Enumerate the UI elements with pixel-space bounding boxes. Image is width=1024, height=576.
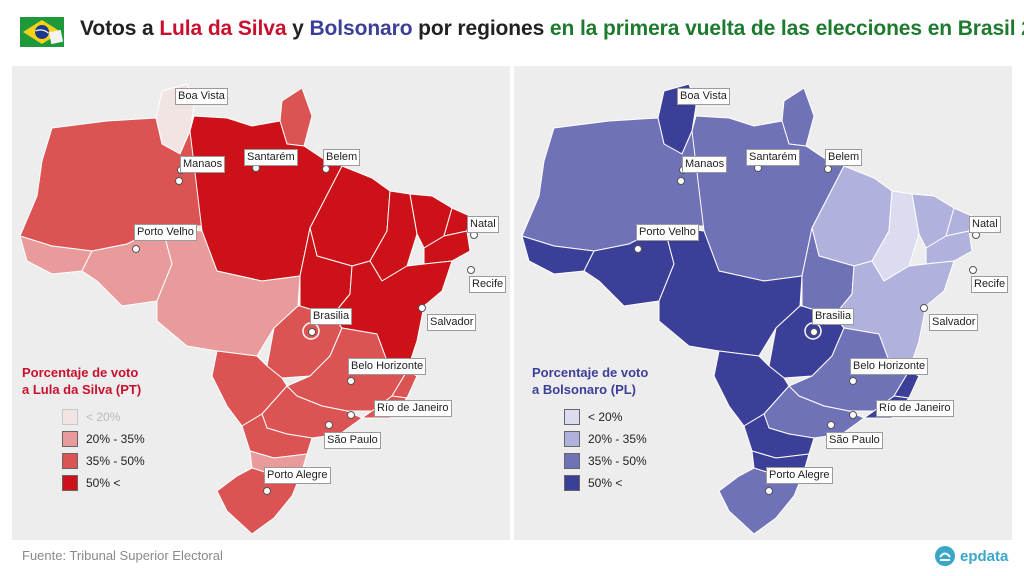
city-label-belo-horizonte: Belo Horizonte — [348, 358, 427, 375]
city-label-recife: Recife — [971, 276, 1009, 293]
city-label-brasilia: Brasilia — [310, 308, 353, 325]
brand-logo: epdata — [934, 544, 1008, 568]
legend-item-label: < 20% — [86, 410, 121, 424]
legend-item-label: 50% < — [588, 476, 623, 490]
legend-swatch — [564, 475, 580, 491]
city-dot — [418, 304, 426, 312]
legend-title-line1: Porcentaje de voto — [532, 365, 649, 380]
city-label-manaos: Manaos — [682, 156, 728, 173]
brazil-map-lula — [19, 83, 471, 535]
legend-swatch — [62, 475, 78, 491]
brazil-flag-icon — [20, 17, 64, 47]
city-dot — [969, 266, 977, 274]
city-dot — [827, 421, 835, 429]
city-label-salvador: Salvador — [427, 314, 477, 331]
city-label-porto-alegre: Porto Alegre — [766, 467, 833, 484]
legend-item-label: 20% - 35% — [86, 432, 145, 446]
city-label-brasilia: Brasilia — [812, 308, 855, 325]
city-label-belem: Belem — [323, 149, 361, 166]
legend-title-bolsonaro: Porcentaje de voto a Bolsonaro (PL) — [532, 364, 648, 398]
legend-item: 50% < — [62, 472, 145, 494]
city-label-salvador: Salvador — [929, 314, 979, 331]
legend-item-label: 35% - 50% — [86, 454, 145, 468]
legend-swatch — [62, 431, 78, 447]
city-label-sao-paulo: São Paulo — [826, 432, 883, 449]
city-label-porto-alegre: Porto Alegre — [264, 467, 331, 484]
city-dot — [132, 245, 140, 253]
city-dot — [634, 245, 642, 253]
city-label-natal: Natal — [467, 216, 499, 233]
city-label-belem: Belem — [825, 149, 863, 166]
legend-item: 20% - 35% — [62, 428, 145, 450]
legend-swatch — [62, 453, 78, 469]
legend-swatch — [564, 453, 580, 469]
city-label-manaos: Manaos — [180, 156, 226, 173]
city-label-boa-vista: Boa Vista — [175, 88, 228, 105]
legend-title-line2: a Lula da Silva (PT) — [22, 382, 142, 397]
legend-item: < 20% — [62, 406, 145, 428]
legend-item: < 20% — [564, 406, 648, 428]
region-mato-grosso — [658, 225, 803, 357]
source-note: Fuente: Tribunal Superior Electoral — [22, 548, 223, 563]
legend-lula: Porcentaje de voto a Lula da Silva (PT) … — [22, 364, 145, 494]
city-label-santarem: Santarém — [244, 149, 298, 166]
page-title: Votos a Lula da Silva y Bolsonaro por re… — [80, 17, 1024, 41]
legend-item: 20% - 35% — [564, 428, 648, 450]
city-label-belo-horizonte: Belo Horizonte — [850, 358, 929, 375]
city-dot — [765, 487, 773, 495]
legend-item: 35% - 50% — [564, 450, 648, 472]
legend-item-label: 50% < — [86, 476, 121, 490]
brazil-map-bolsonaro — [521, 83, 973, 535]
region-mato-grosso — [156, 225, 301, 357]
map-panel-lula: Boa Vista Manaos Santarém Belem Natal Po… — [12, 66, 510, 540]
legend-item: 35% - 50% — [62, 450, 145, 472]
epdata-logo-icon — [935, 546, 955, 566]
city-dot — [347, 377, 355, 385]
city-label-natal: Natal — [969, 216, 1001, 233]
legend-swatch — [62, 409, 78, 425]
title-bolsonaro: Bolsonaro — [309, 17, 413, 40]
legend-title-line1: Porcentaje de voto — [22, 365, 139, 380]
city-label-rio-de-janeiro: Río de Janeiro — [876, 400, 954, 417]
city-label-porto-velho: Porto Velho — [636, 224, 699, 241]
city-dot — [263, 487, 271, 495]
title-part-6: en la primera vuelta de las elecciones e… — [549, 17, 1024, 40]
legend-title-lula: Porcentaje de voto a Lula da Silva (PT) — [22, 364, 145, 398]
city-dot — [308, 328, 316, 336]
brand-name: epdata — [960, 547, 1009, 565]
city-label-porto-velho: Porto Velho — [134, 224, 197, 241]
legend-item-label: < 20% — [588, 410, 623, 424]
city-label-sao-paulo: São Paulo — [324, 432, 381, 449]
legend-swatch — [564, 431, 580, 447]
city-dot — [849, 377, 857, 385]
legend-item-label: 20% - 35% — [588, 432, 647, 446]
map-panel-bolsonaro: Boa Vista Manaos Santarém Belem Natal Po… — [514, 66, 1012, 540]
city-dot — [824, 165, 832, 173]
city-dot — [849, 411, 857, 419]
city-label-boa-vista: Boa Vista — [677, 88, 730, 105]
city-label-rio-de-janeiro: Río de Janeiro — [374, 400, 452, 417]
city-dot — [810, 328, 818, 336]
legend-item-label: 35% - 50% — [588, 454, 647, 468]
city-dot — [347, 411, 355, 419]
city-label-recife: Recife — [469, 276, 507, 293]
city-dot — [175, 177, 183, 185]
legend-item: 50% < — [564, 472, 648, 494]
legend-swatch — [564, 409, 580, 425]
city-label-santarem: Santarém — [746, 149, 800, 166]
city-dot — [920, 304, 928, 312]
city-dot — [325, 421, 333, 429]
city-dot — [322, 165, 330, 173]
title-part-5: por regiones — [412, 17, 550, 40]
title-part-3: y — [286, 17, 310, 40]
legend-title-line2: a Bolsonaro (PL) — [532, 382, 637, 397]
title-lula: Lula da Silva — [159, 17, 287, 40]
legend-bolsonaro: Porcentaje de voto a Bolsonaro (PL) < 20… — [532, 364, 648, 494]
header: Votos a Lula da Silva y Bolsonaro por re… — [0, 0, 1024, 62]
city-dot — [467, 266, 475, 274]
city-dot — [677, 177, 685, 185]
title-part-1: Votos a — [80, 17, 160, 40]
